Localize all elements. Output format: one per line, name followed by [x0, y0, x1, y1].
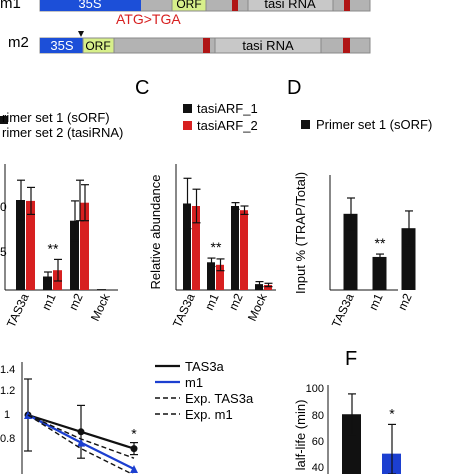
bar: [43, 276, 52, 290]
bar: [16, 200, 25, 290]
construct-m1: m1 35S ORF tasi RNA: [0, 0, 371, 12]
data-point: [77, 438, 85, 447]
y-tick-label: 1.4: [0, 364, 15, 376]
target-site-mark: [203, 38, 210, 53]
x-tick-label: Mock: [245, 290, 270, 323]
data-point: [130, 465, 138, 473]
y-tick-label: 40: [312, 462, 324, 474]
chart-panel-f: F 100 80 60 40 lalf-life (min) *: [293, 348, 401, 474]
bar: [231, 206, 239, 290]
x-tick-label: TAS3a: [329, 291, 357, 330]
bar: [372, 256, 387, 290]
bar: [216, 264, 224, 290]
significance-label: **: [48, 240, 59, 256]
chart-panel-e: 1.4 1.2 1 0.8 TAS3a m1 Exp. TAS3a Exp. m…: [0, 359, 254, 474]
y-axis-label: lalf-life (min): [293, 400, 308, 471]
series-line: [27, 414, 134, 474]
bar: [192, 206, 200, 290]
legend-label: rimer set 2 (tasiRNA): [2, 125, 123, 140]
legend-label: rimer set 1 (sORF): [2, 110, 110, 125]
legend-label: Exp. TAS3a: [185, 391, 254, 406]
legend-label: Exp. m1: [185, 407, 233, 422]
data-point: [77, 428, 85, 436]
y-tick-label: 0: [0, 200, 7, 214]
chart-panel-b: rimer set 1 (sORF) rimer set 2 (tasiRNA)…: [0, 110, 123, 330]
y-tick-label: 5: [0, 245, 7, 259]
promoter-box: [40, 0, 141, 11]
y-axis-label: Input % (TRAP/Total): [293, 172, 308, 294]
bar: [264, 284, 272, 290]
construct-label-m1: m1: [0, 0, 21, 12]
target-site-mark: [344, 0, 350, 11]
bar: [401, 228, 416, 290]
x-tick-label: m1: [202, 291, 222, 312]
series-line: [27, 414, 135, 459]
legend-label: m1: [185, 375, 203, 390]
panel-label-d: D: [287, 77, 301, 99]
bar: [240, 210, 248, 290]
chart-panel-c: C tasiARF_1 tasiARF_2 Relative abundance…: [135, 77, 276, 330]
x-tick-label: m2: [395, 291, 415, 312]
legend-swatch-tasiarf2: [183, 121, 192, 130]
chart-panel-d: D Primer set 1 (sORF) Input % (TRAP/Tota…: [287, 77, 432, 330]
bar: [207, 262, 215, 290]
data-point: [130, 445, 138, 453]
legend-swatch-tasiarf1: [183, 104, 192, 113]
significance-label: *: [389, 405, 395, 421]
x-tick-label: Mock: [88, 290, 113, 323]
tasi-label: tasi RNA: [264, 0, 316, 11]
target-site-mark: [232, 0, 238, 11]
y-axis-label: Relative abundance: [148, 175, 163, 290]
bar: [80, 202, 89, 290]
x-tick-label: m1: [366, 291, 386, 312]
tasi-box: [214, 37, 322, 54]
significance-label: **: [211, 239, 222, 255]
promoter-box: [40, 38, 83, 53]
y-tick-label: 0.8: [0, 433, 15, 445]
legend-label: tasiARF_1: [197, 101, 258, 116]
construct-m2: ATG>TGA m2 35S ORF tasi RNA: [8, 11, 371, 54]
orf-label: ORF: [85, 39, 110, 53]
mutation-arrow-icon: [78, 31, 84, 37]
legend-label: Primer set 1 (sORF): [316, 117, 432, 132]
legend-label: TAS3a: [185, 359, 225, 374]
bar: [343, 213, 358, 290]
tasi-label: tasi RNA: [242, 38, 294, 53]
significance-label: **: [375, 235, 386, 251]
panel-label-c: C: [135, 77, 149, 99]
bar: [70, 220, 79, 290]
x-tick-label: m2: [226, 291, 246, 312]
bar: [183, 203, 191, 290]
legend-swatch-primer1: [0, 116, 8, 124]
x-tick-label: m2: [66, 291, 86, 312]
bar: [97, 289, 106, 290]
significance-label: *: [131, 426, 137, 442]
y-tick-label: 1: [4, 409, 10, 421]
bar: [342, 414, 361, 474]
x-tick-label: TAS3a: [170, 291, 198, 330]
y-tick-label: 1.2: [0, 385, 15, 397]
bar: [26, 200, 35, 290]
construct-label-m2: m2: [8, 34, 29, 51]
legend-swatch-primer1: [301, 120, 310, 129]
orf-box: [82, 37, 115, 54]
promoter-label: 35S: [78, 0, 101, 11]
orf-box: [171, 0, 207, 12]
orf-label: ORF: [176, 0, 201, 11]
target-site-mark: [343, 38, 350, 53]
x-tick-label: m1: [39, 291, 59, 312]
mutation-label: ATG>TGA: [116, 11, 181, 27]
y-tick-label: 80: [312, 410, 324, 422]
tasi-box: [247, 0, 334, 12]
legend-label: tasiARF_2: [197, 118, 258, 133]
promoter-label: 35S: [50, 38, 73, 53]
y-tick-label: 100: [306, 383, 324, 395]
y-tick-label: 60: [312, 436, 324, 448]
x-tick-label: TAS3a: [4, 291, 32, 330]
panel-label-f: F: [345, 348, 357, 370]
